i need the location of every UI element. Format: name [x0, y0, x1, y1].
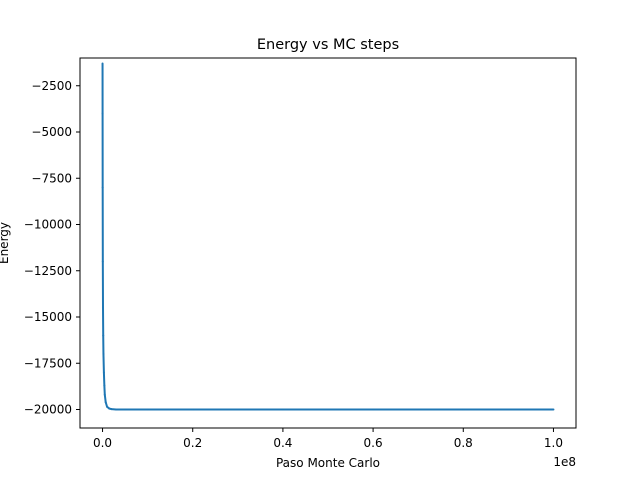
energy-data-point — [110, 408, 113, 411]
y-tick-label: −15000 — [24, 310, 72, 324]
y-axis-ticks: −2500 −5000 −7500 −10000 −12500 −15000 −17500 −… — [24, 79, 80, 417]
energy-data-point — [124, 408, 127, 411]
energy-data-point — [115, 408, 118, 411]
energy-data-point — [102, 371, 105, 374]
x-axis-offset-label: 1e8 — [553, 455, 576, 469]
energy-data-point — [101, 186, 104, 189]
energy-data-point — [102, 334, 105, 337]
energy-data-point — [146, 408, 149, 411]
y-axis-label: Energy — [0, 222, 11, 264]
y-tick-label: −17500 — [24, 356, 72, 370]
energy-data-point — [104, 401, 107, 404]
energy-data-point — [103, 393, 106, 396]
energy-data-point — [108, 407, 111, 410]
y-tick-label: −12500 — [24, 264, 72, 278]
x-tick-label: 0.2 — [183, 436, 202, 450]
chart-title: Energy vs MC steps — [257, 37, 399, 53]
energy-data-point — [106, 405, 109, 408]
energy-data-point — [552, 408, 555, 411]
x-tick-label: 0.8 — [454, 436, 473, 450]
energy-data-point — [102, 353, 105, 355]
energy-series-line — [101, 63, 554, 411]
energy-data-point — [101, 306, 104, 309]
energy-data-point — [462, 408, 465, 411]
x-axis-label: Paso Monte Carlo — [276, 456, 380, 470]
x-tick-label: 0.4 — [273, 436, 292, 450]
axes-frame — [79, 57, 577, 429]
y-tick-label: −20000 — [24, 403, 72, 417]
energy-data-point — [191, 408, 194, 411]
y-tick-label: −7500 — [31, 171, 72, 185]
plot-area — [101, 62, 555, 411]
y-tick-label: −10000 — [24, 218, 72, 232]
energy-data-point — [372, 408, 375, 411]
energy-data-point — [101, 260, 104, 263]
energy-data-point — [101, 112, 104, 115]
y-tick-label: −2500 — [31, 79, 72, 93]
energy-data-point — [103, 384, 106, 387]
x-tick-label: 1.0 — [544, 436, 563, 450]
x-axis-ticks: 0.0 0.2 0.4 0.6 0.8 1.0 — [93, 428, 563, 450]
x-tick-label: 0.0 — [93, 436, 112, 450]
x-tick-label: 0.6 — [364, 436, 383, 450]
y-tick-label: −5000 — [31, 125, 72, 139]
energy-data-point — [101, 62, 104, 65]
energy-data-point — [281, 408, 284, 411]
